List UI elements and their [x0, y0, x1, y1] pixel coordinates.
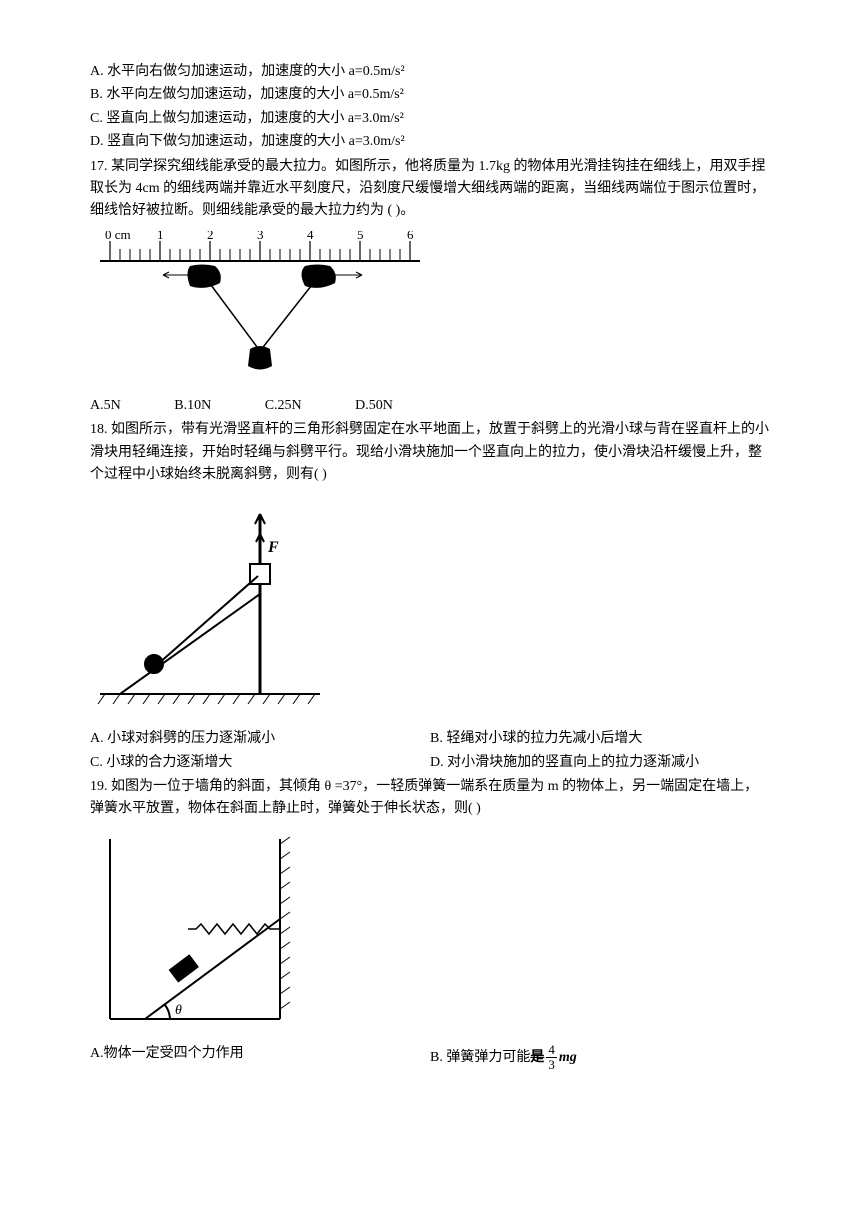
- q18-options-row1: A. 小球对斜劈的压力逐渐减小 B. 轻绳对小球的拉力先减小后增大: [90, 728, 770, 750]
- q19-figure: θ: [90, 829, 770, 1029]
- q18-option-c: C. 小球的合力逐渐增大: [90, 752, 430, 774]
- q19-options-row1: A.物体一定受四个力作用 B. 弹簧弹力可能是43mg: [90, 1043, 770, 1073]
- q17-text: 17. 某同学探究细线能承受的最大拉力。如图所示，他将质量为 1.7kg 的物体…: [90, 156, 770, 223]
- ruler-label-3: 3: [257, 231, 264, 242]
- q16-option-d: D. 竖直向下做匀加速运动，加速度的大小 a=3.0m/s²: [90, 131, 770, 153]
- ruler-label-4: 4: [307, 231, 314, 242]
- q17-figure: 0 cm 1 2 3 4 5 6: [90, 231, 770, 381]
- q16-option-a: A. 水平向右做匀加速运动，加速度的大小 a=0.5m/s²: [90, 61, 770, 83]
- q17-option-d: D.50N: [355, 395, 393, 417]
- q17-option-a: A.5N: [90, 395, 121, 417]
- q19-option-b: B. 弹簧弹力可能是43mg: [430, 1043, 770, 1073]
- ruler-label-2: 2: [207, 231, 214, 242]
- q19-text: 19. 如图为一位于墙角的斜面，其倾角 θ =37°，一轻质弹簧一端系在质量为 …: [90, 776, 770, 821]
- ruler-label-6: 6: [407, 231, 414, 242]
- ruler-label-1: 1: [157, 231, 164, 242]
- q16-option-b: B. 水平向左做匀加速运动，加速度的大小 a=0.5m/s²: [90, 84, 770, 106]
- angle-label: θ: [175, 1003, 182, 1018]
- q16-option-c: C. 竖直向上做匀加速运动，加速度的大小 a=3.0m/s²: [90, 108, 770, 130]
- q18-figure: F: [90, 494, 770, 714]
- q18-text: 18. 如图所示，带有光滑竖直杆的三角形斜劈固定在水平地面上，放置于斜劈上的光滑…: [90, 419, 770, 486]
- q18-option-b: B. 轻绳对小球的拉力先减小后增大: [430, 728, 770, 750]
- q18-options-row2: C. 小球的合力逐渐增大 D. 对小滑块施加的竖直向上的拉力逐渐减小: [90, 752, 770, 774]
- ruler-label-0: 0 cm: [105, 231, 131, 242]
- q18-option-a: A. 小球对斜劈的压力逐渐减小: [90, 728, 430, 750]
- q18-option-d: D. 对小滑块施加的竖直向上的拉力逐渐减小: [430, 752, 770, 774]
- q17-option-b: B.10N: [174, 395, 211, 417]
- q19-option-a: A.物体一定受四个力作用: [90, 1043, 430, 1073]
- q17-options: A.5N B.10N C.25N D.50N: [90, 395, 770, 417]
- q17-option-c: C.25N: [265, 395, 302, 417]
- ruler-label-5: 5: [357, 231, 364, 242]
- force-label: F: [267, 539, 279, 556]
